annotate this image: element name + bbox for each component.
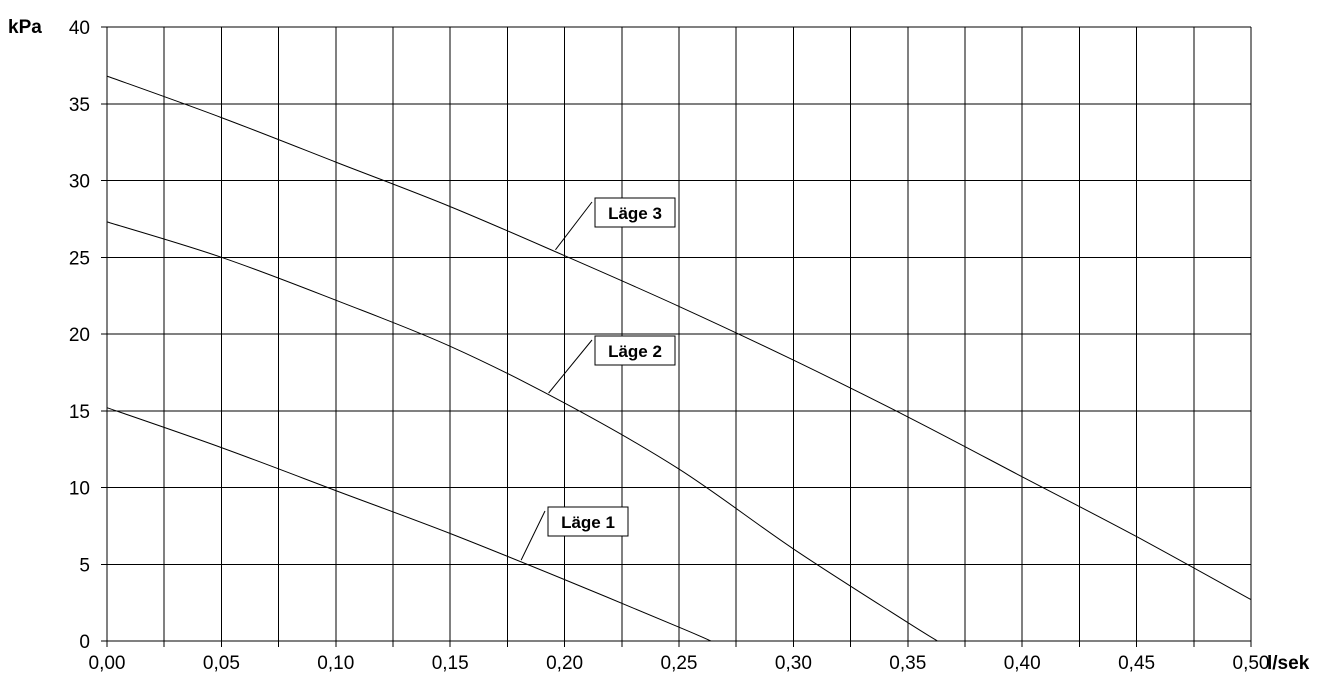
tick-labels: 0,00 0,05 0,10 0,15 0,20 0,25 0,30 0,35 0,40 0,45…	[69, 18, 1270, 674]
series-labels: Läge 1 Läge 2 Läge 3	[520, 197, 676, 561]
label-box	[594, 335, 676, 366]
y-tick-label: 10	[69, 479, 90, 500]
x-tick-label: 0,35	[889, 653, 926, 674]
series-label: Läge 3	[555, 197, 676, 251]
x-tick-label: 0,05	[203, 653, 240, 674]
y-tick-label: 15	[69, 402, 90, 423]
y-tick-label: 5	[79, 555, 90, 576]
label-leader-line	[548, 339, 593, 394]
y-axis-label: kPa	[8, 17, 42, 38]
series-label: Läge 1	[520, 506, 629, 561]
x-tick-label: 0,25	[661, 653, 698, 674]
y-tick-label: 35	[69, 95, 90, 116]
label-leader-line	[520, 510, 546, 561]
grid	[101, 26, 1252, 647]
x-axis-label: l/sek	[1267, 653, 1310, 674]
y-tick-label: 25	[69, 248, 90, 269]
x-tick-label: 0,30	[775, 653, 812, 674]
y-tick-label: 40	[69, 18, 90, 39]
series-label: Läge 2	[548, 335, 676, 394]
label-box	[547, 506, 629, 537]
series-line	[106, 407, 712, 642]
x-tick-label: 0,50	[1233, 653, 1270, 674]
x-tick-label: 0,45	[1118, 653, 1155, 674]
x-tick-label: 0,10	[317, 653, 354, 674]
x-tick-label: 0,20	[546, 653, 583, 674]
series-label-text: Läge 1	[561, 513, 615, 532]
series-label-text: Läge 3	[608, 204, 662, 223]
x-tick-label: 0,00	[89, 653, 126, 674]
x-tick-label: 0,40	[1004, 653, 1041, 674]
series-line	[106, 221, 938, 642]
label-box	[594, 197, 676, 228]
curves	[106, 75, 1252, 642]
series-label-text: Läge 2	[608, 342, 662, 361]
x-tick-label: 0,15	[432, 653, 469, 674]
label-leader-line	[555, 201, 593, 251]
y-tick-label: 0	[79, 632, 90, 653]
series-line	[106, 75, 1252, 601]
y-tick-label: 30	[69, 172, 90, 193]
y-tick-label: 20	[69, 325, 90, 346]
